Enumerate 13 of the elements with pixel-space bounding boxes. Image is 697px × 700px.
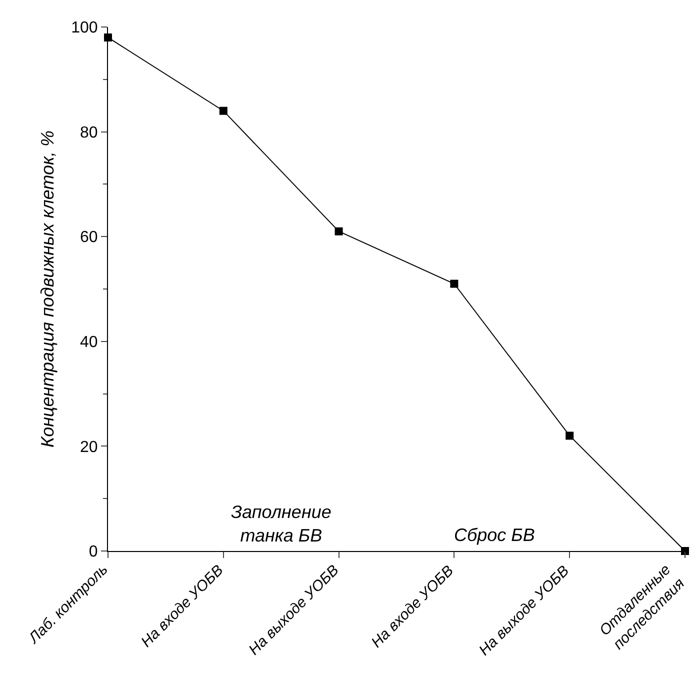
y-tick-label: 60 [80, 229, 98, 246]
point [334, 227, 343, 236]
y-tick-label: 40 [80, 334, 98, 351]
point [450, 280, 458, 288]
annotation: Заполнение танка БВ [231, 502, 332, 546]
y-tick-label: 0 [88, 544, 98, 561]
annotation: Сброс БВ [454, 525, 535, 545]
y-axis-title: Концентрация подвижных клеток, % [37, 130, 58, 448]
point [566, 432, 574, 440]
y-tick-label: 20 [80, 438, 98, 456]
y-tick-label: 100 [71, 20, 98, 37]
point [219, 106, 228, 115]
y-tick-label: 80 [80, 124, 98, 142]
